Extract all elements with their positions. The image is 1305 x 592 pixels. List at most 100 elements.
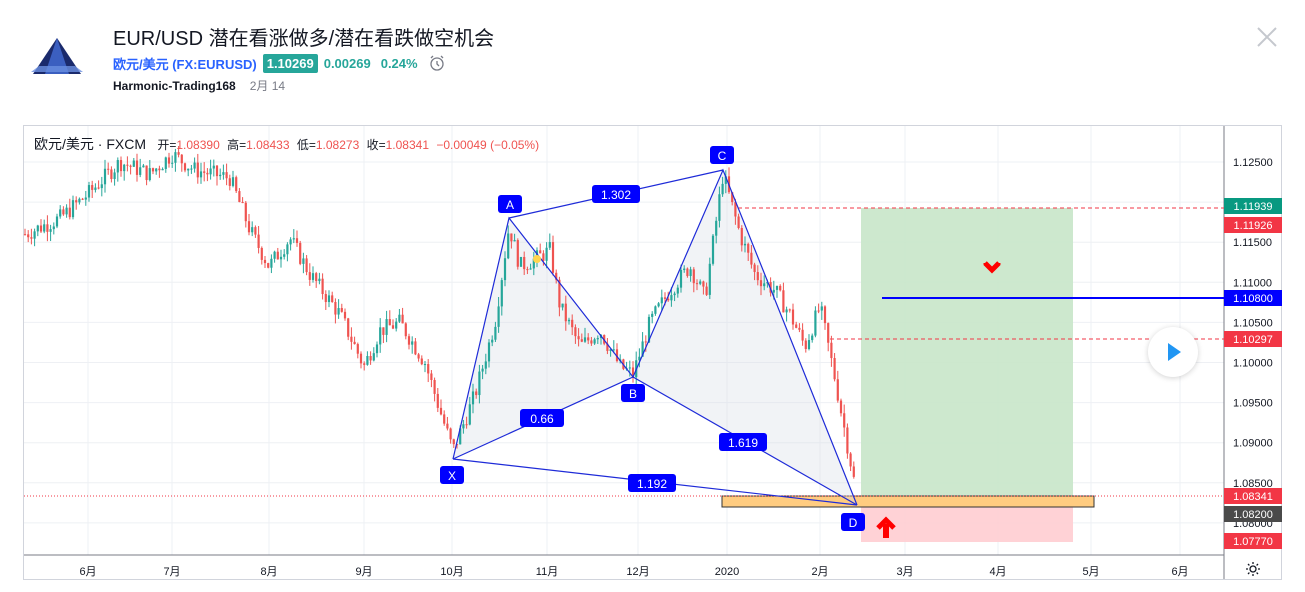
candle [615,343,619,363]
candle [833,353,836,382]
candle [231,170,235,188]
candle [174,148,177,172]
candle [715,216,718,244]
y-tick-label: 1.09000 [1233,438,1273,450]
candle [747,242,750,261]
chart-frame[interactable] [23,125,1282,580]
legend-close-label: 收= [366,138,386,152]
candle [116,157,119,182]
candle [321,273,324,300]
candle [471,383,475,414]
candle [126,156,129,172]
x-tick-label: 3月 [896,566,913,578]
settings-gear-icon[interactable] [1245,561,1261,577]
candle [814,306,817,338]
candle [545,242,548,269]
x-tick-label: 4月 [989,566,1006,578]
candle [423,361,427,373]
svg-text:C: C [718,149,727,163]
price-axis-label: 1.08341 [1224,488,1282,504]
candle [612,340,615,354]
candle [267,262,270,269]
candle [375,341,379,358]
candle [839,398,843,417]
pattern-point-c: C [710,146,734,164]
legend-high: 1.08433 [246,138,290,152]
candle [193,157,196,173]
candle [782,282,785,313]
candle [391,319,395,330]
y-tick-label: 1.10000 [1233,358,1273,370]
candle [27,230,30,243]
candle [513,233,516,242]
candle [36,224,39,237]
candle [305,255,308,276]
candle [52,222,55,235]
sell-arrow-icon [983,261,1001,274]
candle [679,264,683,293]
author-logo[interactable] [25,34,89,84]
candle [78,197,81,205]
x-tick-label: 8月 [260,566,277,578]
author-name[interactable]: Harmonic-Trading168 [113,79,236,93]
candle [836,370,839,403]
candle [596,335,599,344]
candle [468,396,471,426]
candle [651,311,654,324]
svg-text:1.192: 1.192 [637,477,667,491]
candle [302,252,305,274]
candle [276,247,279,260]
candle [46,215,49,242]
svg-text:1.10800: 1.10800 [1233,293,1273,305]
candle [107,162,110,175]
candle [721,176,724,197]
candle [564,295,567,331]
candle [644,335,647,352]
legend-high-label: 高= [227,138,247,152]
candle [516,238,519,270]
candle [343,308,347,321]
candle [430,370,433,388]
price-change-percent: 0.24% [380,55,418,71]
candle [87,181,91,202]
candle [641,332,644,357]
candle [155,167,158,175]
close-icon[interactable] [1256,26,1278,48]
candle [631,361,635,383]
candle [327,290,331,308]
svg-text:1.07770: 1.07770 [1233,536,1273,548]
play-button[interactable] [1148,327,1198,377]
candle [529,263,532,270]
candle [779,284,782,292]
candle [769,277,772,297]
candle [699,279,702,286]
x-tick-label: 10月 [440,566,463,578]
candle [753,262,756,281]
candle [59,205,62,219]
candle [75,196,78,210]
candle [235,175,238,194]
candle [724,170,727,194]
symbol-link[interactable]: 欧元/美元 (FX:EURUSD) [113,56,257,72]
svg-text:1.08200: 1.08200 [1233,509,1273,521]
candle [161,167,164,171]
alarm-clock-icon[interactable] [428,54,446,72]
candle [187,168,190,177]
candle [695,279,699,291]
candle [433,377,436,402]
candle [686,267,689,278]
candle [129,164,132,175]
candle [241,197,244,204]
x-tick-label: 6月 [1171,566,1188,578]
candle [318,272,321,285]
candle [407,333,411,350]
candle [103,159,107,193]
candle [660,289,663,312]
price-axis-label: 1.11939 [1224,198,1282,214]
candle [571,314,574,336]
candle [414,338,417,356]
svg-text:1.11939: 1.11939 [1234,201,1273,213]
marker-dot [533,255,541,263]
candle [791,303,795,330]
